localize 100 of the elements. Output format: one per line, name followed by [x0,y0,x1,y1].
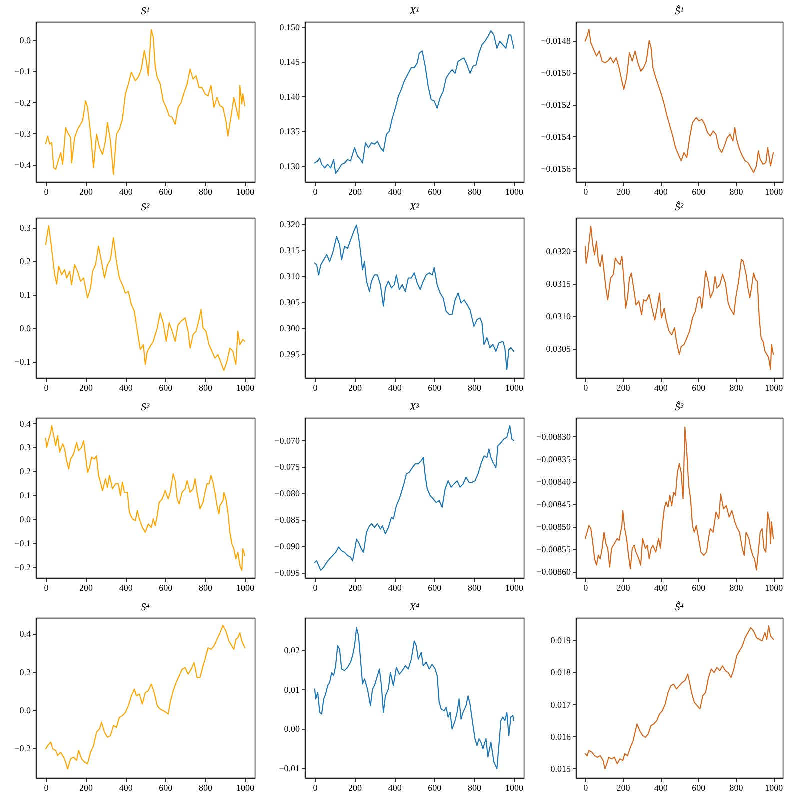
y-tick-label: −0.085 [274,515,300,526]
x-tick-label: 200 [80,383,94,393]
x-tick-label: 200 [80,187,94,197]
y-tick-label: 0.0320 [546,246,572,257]
y-tick-label: 0.1 [20,490,31,501]
line-series [314,627,515,770]
y-tick-label: −0.00850 [536,522,572,532]
y-tick-label: 0.017 [550,700,572,710]
line-series [45,30,246,176]
y-tick-label: −0.1 [14,357,31,368]
y-tick-label: 0.0310 [546,312,572,322]
x-tick-label: 400 [654,583,668,593]
x-tick-label: 600 [428,187,442,197]
x-tick-label: 0 [44,383,50,393]
y-tick-label: 0.300 [280,324,300,334]
y-tick-label: 0.295 [280,350,300,360]
line-series [45,225,246,372]
y-tick-label: −0.070 [274,436,300,446]
chart-title: Ŝ² [675,200,685,214]
x-tick-label: 800 [730,187,744,197]
x-tick-label: 800 [198,583,213,593]
x-tick-label: 400 [119,187,134,197]
y-tick-label: 0.0 [20,514,32,525]
x-tick-label: 800 [730,383,744,393]
x-tick-label: 400 [119,383,134,393]
x-tick-label: 800 [198,383,213,393]
y-tick-label: 0.00 [284,724,300,734]
y-tick-label: −0.00860 [536,567,572,578]
y-tick-label: −0.2 [14,744,31,754]
x-tick-label: 200 [348,187,363,197]
x-tick-label: 0 [313,783,318,793]
y-tick-label: 0.018 [550,668,572,678]
y-tick-label: −0.4 [14,160,32,170]
x-tick-label: 0 [584,187,589,197]
y-tick-label: 0.2 [20,256,31,267]
y-tick-label: −0.3 [14,128,32,139]
x-tick-label: 600 [159,783,174,793]
y-tick-label: 0.135 [280,126,300,137]
x-tick-label: 1000 [765,383,784,393]
y-tick-label: −0.2 [14,562,31,572]
x-tick-label: 1000 [506,187,524,197]
y-tick-label: 0.320 [280,220,300,230]
y-tick-label: −0.00845 [536,500,572,510]
y-tick-label: −0.0148 [541,36,572,46]
x-tick-label: 0 [313,187,318,197]
y-tick-label: 0.3 [20,223,32,234]
x-tick-label: 400 [654,187,668,197]
x-tick-label: 200 [616,783,631,793]
x-tick-label: 0 [44,187,50,197]
chart-title: S⁴ [141,602,150,614]
x-tick-label: 1000 [236,383,256,393]
y-tick-label: 0.0 [20,324,32,334]
y-tick-label: 0.0 [20,705,32,716]
x-tick-label: 200 [348,383,363,393]
x-tick-label: 400 [388,383,402,393]
chart-title: S² [141,202,151,214]
x-tick-label: 400 [388,583,402,593]
y-tick-label: 0.2 [20,466,31,477]
x-tick-label: 0 [584,583,589,593]
y-tick-label: −0.01 [279,764,300,774]
chart-title: S¹ [141,6,150,18]
y-tick-label: −0.0150 [541,68,572,78]
y-tick-label: 0.310 [280,272,300,282]
x-tick-label: 600 [159,583,174,593]
x-tick-label: 800 [468,783,482,793]
chart-title: X¹ [408,6,420,18]
x-tick-label: 800 [730,583,744,593]
y-tick-label: −0.00855 [536,544,572,555]
y-tick-label: −0.080 [274,488,300,499]
x-tick-label: 800 [468,187,482,197]
line-series [584,625,774,770]
x-tick-label: 1000 [765,583,784,593]
x-tick-label: 800 [730,783,744,793]
x-tick-label: 600 [159,187,174,197]
x-tick-label: 400 [119,783,134,793]
x-tick-label: 1000 [765,783,784,793]
y-tick-label: −0.00835 [536,454,572,465]
y-tick-label: −0.00840 [536,477,572,488]
y-tick-label: 0.305 [280,298,300,308]
x-tick-label: 400 [388,187,402,197]
x-tick-label: 1000 [236,783,256,793]
x-tick-label: 600 [428,783,442,793]
x-tick-label: 800 [468,583,482,593]
line-series [584,426,774,571]
chart-title: Ŝ⁴ [675,600,684,614]
y-tick-label: −0.2 [14,98,31,108]
y-tick-label: 0.130 [280,162,300,172]
x-tick-label: 0 [313,583,318,593]
chart-title: Ŝ¹ [675,4,684,18]
line-series [314,425,515,572]
x-tick-label: 200 [348,783,363,793]
chart-title: X² [408,202,420,214]
x-tick-label: 400 [388,783,402,793]
y-tick-label: −0.0152 [541,100,571,110]
y-tick-label: 0.2 [20,667,31,678]
line-series [45,425,246,572]
x-tick-label: 600 [159,383,174,393]
x-tick-label: 0 [584,783,589,793]
y-tick-label: 0.0305 [546,344,572,354]
chart-title: Ŝ³ [675,400,685,414]
